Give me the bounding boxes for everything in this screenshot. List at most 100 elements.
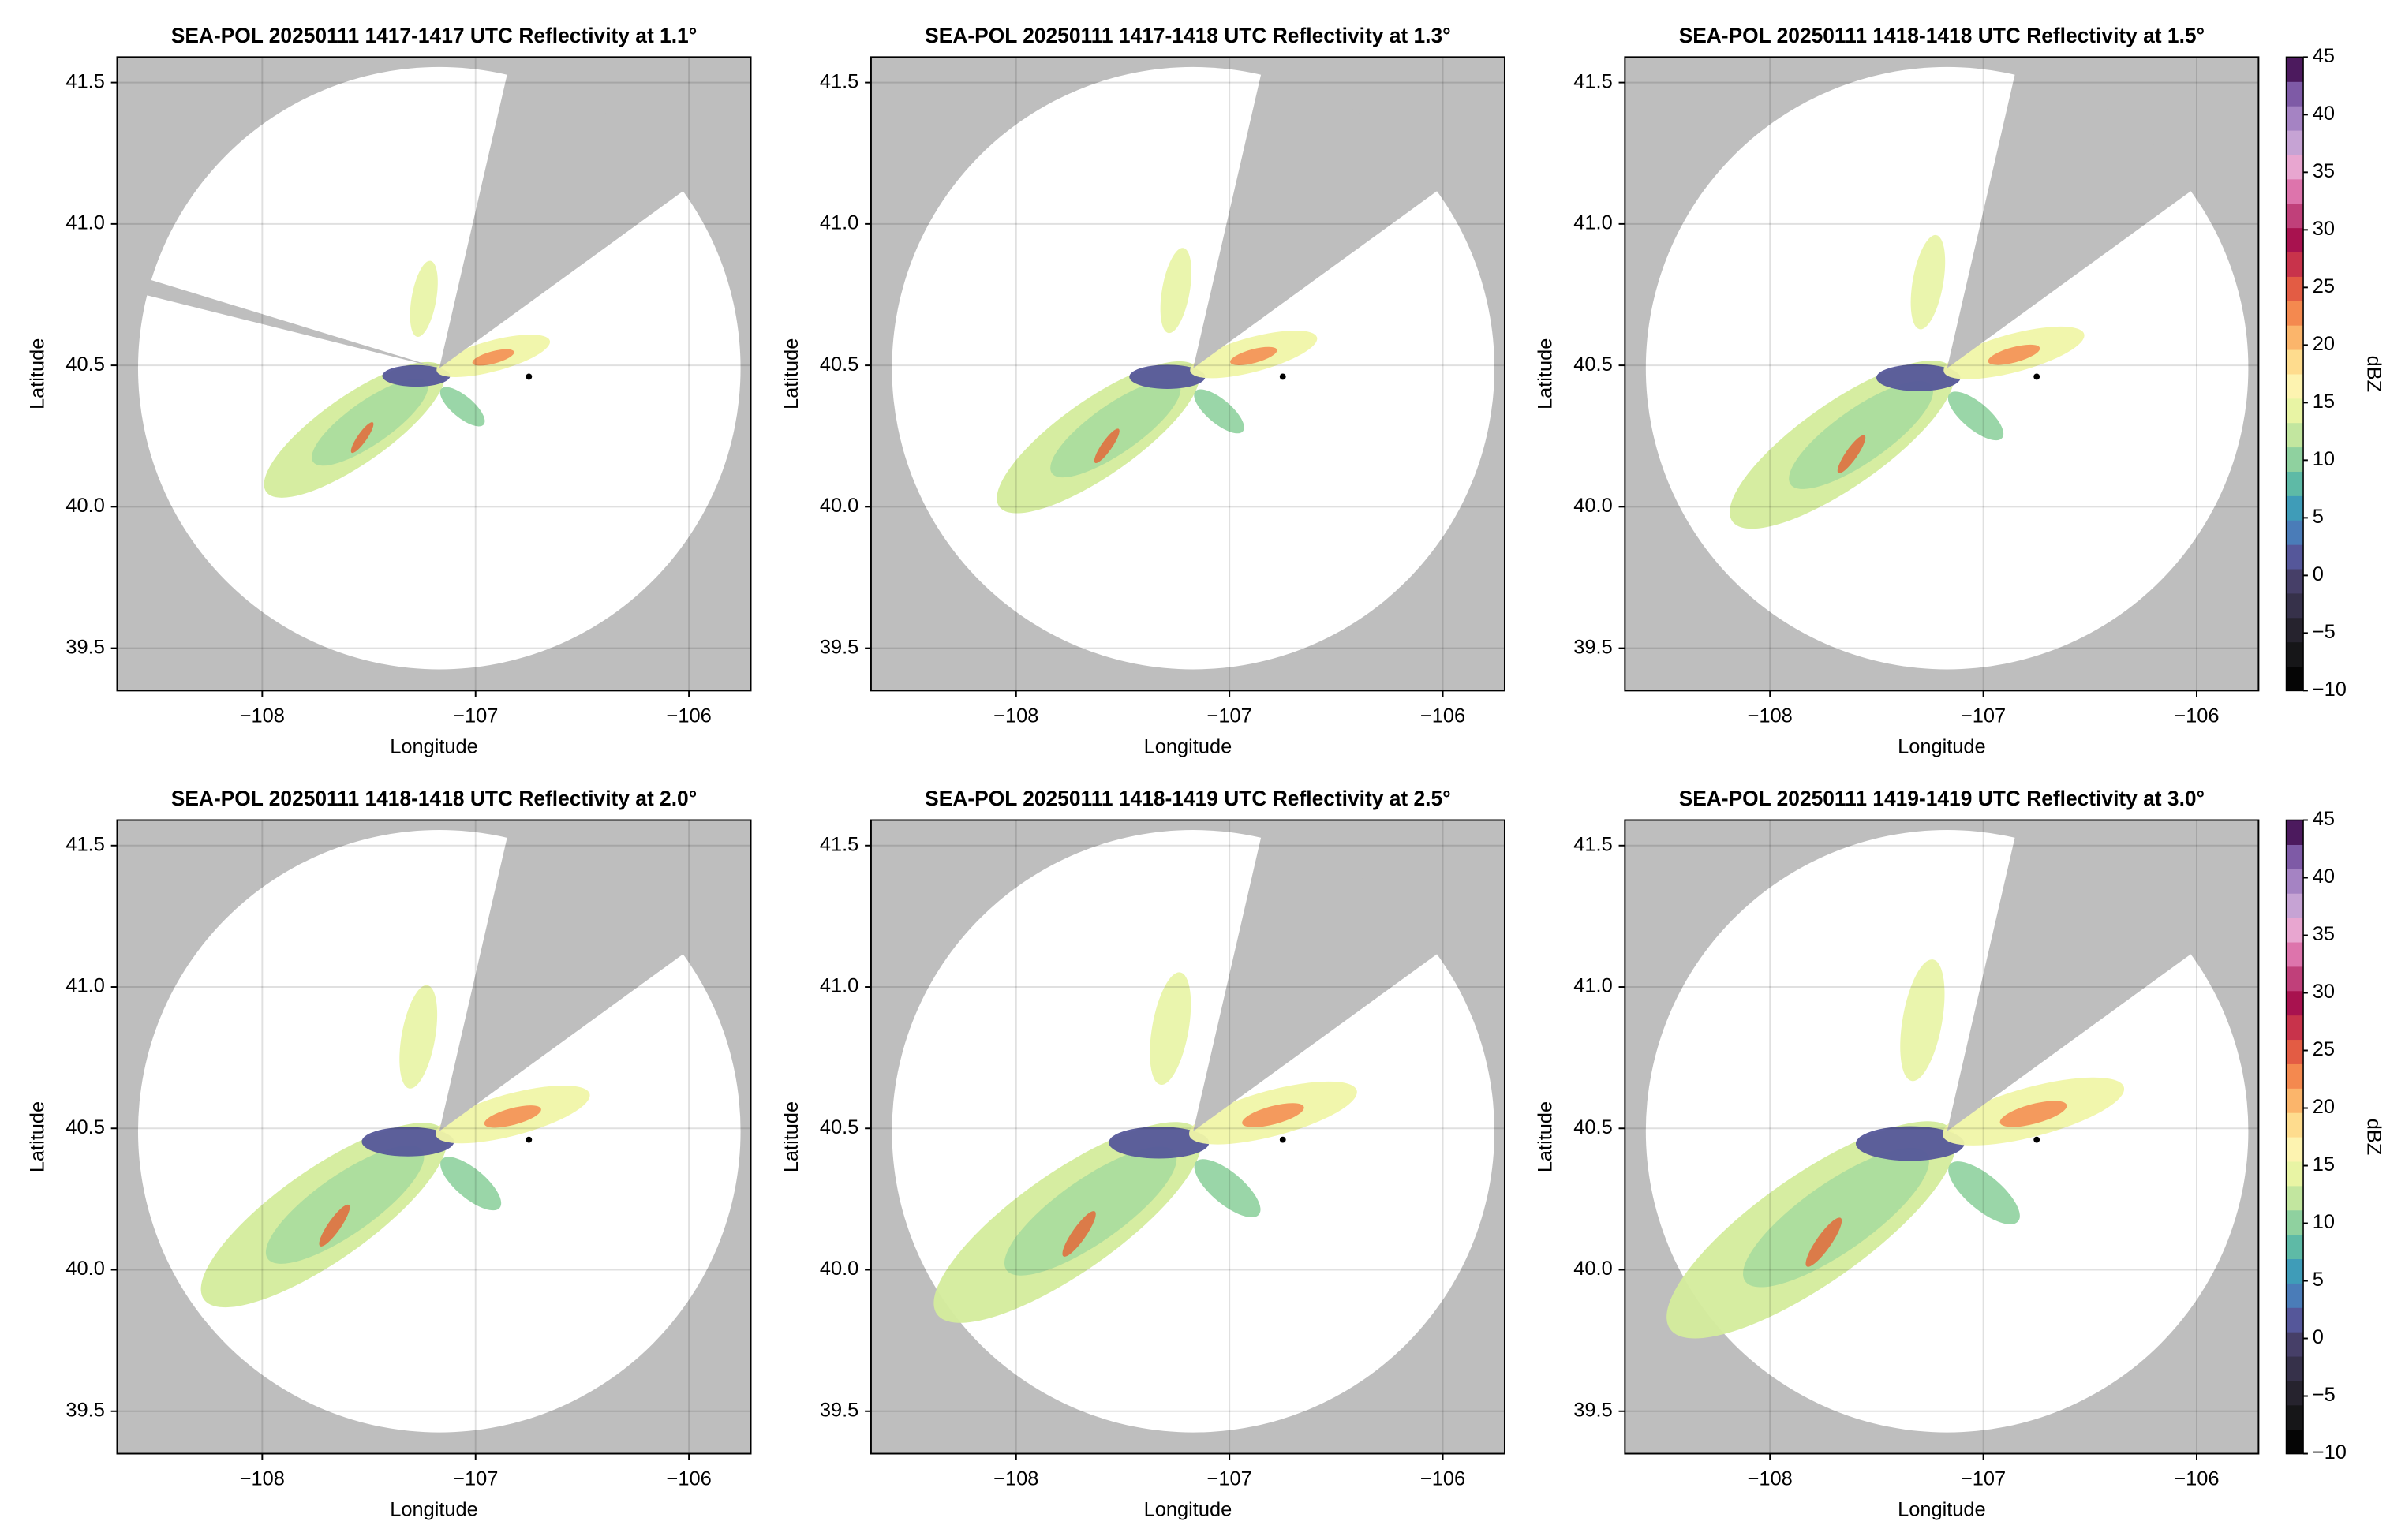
colorbar-tick-label: 0 xyxy=(2313,563,2324,585)
echo xyxy=(1062,1211,1096,1257)
colorbar-tick-label: 20 xyxy=(2313,1096,2335,1118)
colorbar-segment xyxy=(2286,820,2304,845)
colorbar-tick-label: 35 xyxy=(2313,923,2335,945)
colorbar-segment xyxy=(2286,1234,2304,1260)
y-tick-label: 40.5 xyxy=(820,353,858,376)
colorbar-segment xyxy=(2286,1137,2304,1162)
x-axis-label: Longitude xyxy=(1898,735,1986,757)
y-axis-label: Latitude xyxy=(780,1101,802,1172)
colorbar-segment xyxy=(2286,398,2304,424)
colorbar-segment xyxy=(2286,893,2304,918)
colorbar-segment xyxy=(2286,178,2304,204)
echo xyxy=(1855,1126,1965,1161)
y-axis-label: Latitude xyxy=(27,1101,49,1172)
chart-title: SEA-POL 20250111 1418-1419 UTC Reflectiv… xyxy=(925,787,1451,810)
echo xyxy=(399,985,438,1089)
y-tick-label: 41.5 xyxy=(820,70,858,92)
colorbar-segment xyxy=(2286,276,2304,301)
plot-area xyxy=(117,820,751,1454)
colorbar-tick-label: 25 xyxy=(2313,275,2335,297)
colorbar-tick-label: 45 xyxy=(2313,45,2335,67)
colorbar-segment xyxy=(2286,520,2304,545)
site-marker xyxy=(526,373,533,380)
colorbar-tick-label: 0 xyxy=(2313,1326,2324,1348)
echo xyxy=(1988,344,2040,365)
chart-title: SEA-POL 20250111 1418-1418 UTC Reflectiv… xyxy=(1679,24,2205,47)
colorbar-tick-label: −5 xyxy=(2313,621,2336,643)
y-tick-label: 40.5 xyxy=(1573,1116,1612,1138)
panel: −108 −107 −106 39.5 40.0 40.5 41.0 41.5 SEA-POL … xyxy=(1534,787,2384,1520)
colorbar-segment xyxy=(2286,471,2304,496)
y-tick-label: 41.0 xyxy=(1573,975,1612,997)
y-tick-label: 39.5 xyxy=(65,636,104,658)
x-tick-label: −106 xyxy=(1420,705,1465,727)
chart-title: SEA-POL 20250111 1418-1418 UTC Reflectiv… xyxy=(171,787,697,810)
y-axis-label: Latitude xyxy=(27,338,49,409)
x-tick-label: −107 xyxy=(453,1467,498,1490)
site-marker xyxy=(1279,373,1286,380)
colorbar-label: dBZ xyxy=(2362,356,2384,393)
echo xyxy=(1900,959,1945,1082)
axes-frame xyxy=(870,819,1505,1455)
y-tick-label: 40.5 xyxy=(1573,353,1612,376)
echo xyxy=(1129,364,1206,389)
colorbar-segment xyxy=(2286,1015,2304,1041)
colorbar-segment xyxy=(2286,106,2304,131)
echo xyxy=(472,349,514,366)
y-tick-label: 40.0 xyxy=(1573,1258,1612,1280)
y-tick-label: 41.5 xyxy=(1573,833,1612,855)
site-marker xyxy=(2033,373,2040,380)
colorbar-tick-label: −5 xyxy=(2313,1384,2336,1406)
y-tick-label: 41.0 xyxy=(65,975,104,997)
x-tick-label: −107 xyxy=(1961,705,2006,727)
blocked-sector xyxy=(1947,835,2194,1131)
x-tick-label: −108 xyxy=(993,705,1038,727)
colorbar-frame xyxy=(2285,56,2304,692)
colorbar-tick-label: 5 xyxy=(2313,1269,2324,1291)
x-tick-label: −106 xyxy=(667,1467,712,1490)
axes-frame xyxy=(1624,56,2260,692)
echo xyxy=(265,1145,425,1264)
echo xyxy=(1789,381,1934,489)
colorbar-segment xyxy=(2286,1332,2304,1357)
colorbar-segment xyxy=(2286,1307,2304,1333)
y-tick-label: 40.5 xyxy=(65,1116,104,1138)
panel: −108 −107 −106 39.5 40.0 40.5 41.0 41.5 SEA-POL … xyxy=(27,24,752,757)
y-tick-label: 40.0 xyxy=(65,495,104,517)
colorbar-tick-label: 10 xyxy=(2313,1211,2335,1233)
x-tick-label: −107 xyxy=(453,705,498,727)
colorbar-segment xyxy=(2286,1209,2304,1235)
colorbar-segment xyxy=(2286,918,2304,943)
plot-area xyxy=(117,57,751,691)
echo xyxy=(1947,391,2004,441)
axes-frame xyxy=(1624,819,2260,1455)
colorbar-segment xyxy=(2286,1380,2304,1406)
colorbar-segment xyxy=(2286,349,2304,375)
colorbar-segment xyxy=(2286,1283,2304,1308)
echo xyxy=(1194,1159,1261,1218)
y-tick-label: 40.5 xyxy=(65,353,104,376)
colorbar-tick-label: 35 xyxy=(2313,160,2335,182)
colorbar-tick-label: 30 xyxy=(2313,981,2335,1003)
colorbar-segment xyxy=(2286,154,2304,180)
colorbar-segment xyxy=(2286,592,2304,619)
colorbar-segment xyxy=(2286,617,2304,643)
echo xyxy=(382,364,451,387)
blocked-sector xyxy=(1947,71,2194,368)
y-tick-label: 40.0 xyxy=(820,1258,858,1280)
chart-title: SEA-POL 20250111 1417-1417 UTC Reflectiv… xyxy=(171,24,697,47)
x-tick-label: −106 xyxy=(667,705,712,727)
x-axis-label: Longitude xyxy=(1144,1499,1232,1521)
x-axis-label: Longitude xyxy=(390,1499,478,1521)
colorbar-segment xyxy=(2286,130,2304,155)
y-tick-label: 40.0 xyxy=(65,1258,104,1280)
colorbar-tick-label: 25 xyxy=(2313,1038,2335,1060)
y-tick-label: 40.5 xyxy=(820,1116,858,1138)
colorbar-segment xyxy=(2286,1039,2304,1064)
site-marker xyxy=(526,1136,533,1143)
colorbar-segment xyxy=(2286,666,2304,691)
colorbar-tick-label: 15 xyxy=(2313,391,2335,413)
colorbar-segment xyxy=(2286,1185,2304,1211)
x-axis-label: Longitude xyxy=(390,735,478,757)
colorbar-segment xyxy=(2286,844,2304,869)
